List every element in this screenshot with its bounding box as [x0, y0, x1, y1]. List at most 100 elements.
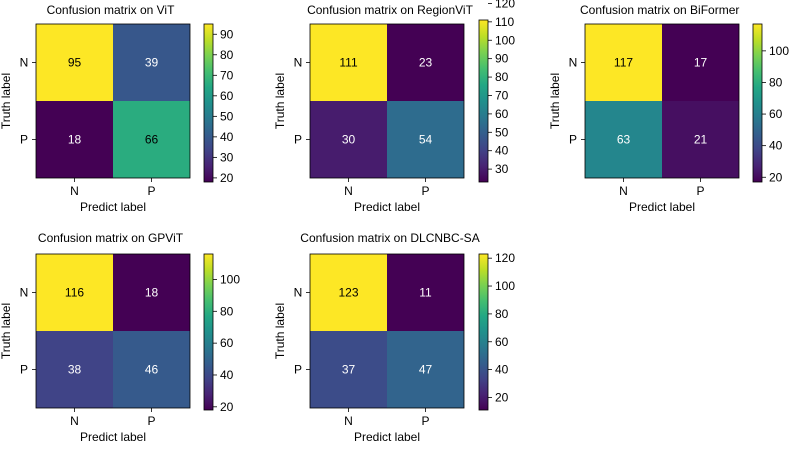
matrix-cell [113, 24, 190, 101]
y-axis-label: Truth label [548, 73, 562, 129]
matrix-cell [662, 24, 739, 101]
colorbar-tick-label: 80 [220, 304, 234, 318]
colorbar-tick-label: 30 [495, 162, 509, 176]
colorbar-tick-label: 120 [495, 0, 515, 10]
colorbar [203, 23, 214, 183]
chart-title: Confusion matrix on BiFormer [580, 3, 740, 17]
colorbar-tick-label: 100 [220, 272, 240, 286]
matrix-cell [585, 24, 662, 101]
cell-value-label: 54 [419, 133, 433, 147]
matrix-cell [585, 101, 662, 178]
cell-value-label: 46 [145, 363, 159, 377]
y-axis-label: Truth label [273, 73, 287, 129]
y-tick-label: N [20, 286, 29, 300]
cell-value-label: 116 [65, 286, 84, 300]
x-tick-label: N [70, 414, 79, 428]
matrix-cell [387, 24, 464, 101]
cell-value-label: 18 [145, 286, 159, 300]
colorbar-tick-label: 70 [220, 68, 234, 82]
matrix-cell [662, 101, 739, 178]
chart-title: Confusion matrix on ViT [46, 3, 175, 17]
y-tick-label: N [294, 56, 303, 70]
cell-value-label: 47 [419, 363, 433, 377]
x-tick-label: N [344, 184, 353, 198]
colorbar-tick-label: 60 [220, 336, 234, 350]
x-axis-label: Predict label [629, 200, 695, 214]
colorbar-tick-label: 60 [495, 335, 509, 349]
colorbar-tick-label: 90 [220, 27, 234, 41]
colorbar-tick-label: 40 [220, 130, 234, 144]
y-tick-label: P [20, 133, 28, 147]
cell-value-label: 21 [694, 133, 708, 147]
matrix-cell [36, 24, 113, 101]
matrix-cell [36, 331, 113, 408]
x-tick-label: N [70, 184, 79, 198]
cell-value-label: 11 [419, 286, 432, 300]
x-axis-label: Predict label [354, 430, 420, 444]
x-tick-label: N [619, 184, 628, 198]
x-tick-label: N [344, 414, 353, 428]
colorbar-tick-label: 90 [495, 52, 509, 66]
x-axis-label: Predict label [80, 200, 146, 214]
y-tick-label: P [20, 363, 28, 377]
cell-value-label: 18 [68, 133, 82, 147]
colorbar [752, 23, 763, 183]
colorbar-tick-label: 50 [220, 109, 234, 123]
colorbar [478, 19, 489, 183]
colorbar-tick-label: 80 [495, 70, 509, 84]
matrix-cell [36, 254, 113, 331]
colorbar-tick-label: 100 [495, 33, 515, 47]
colorbar-tick-label: 20 [220, 400, 234, 414]
y-axis-label: Truth label [0, 303, 13, 359]
matrix-cell [113, 254, 190, 331]
colorbar-tick-label: 80 [495, 307, 509, 321]
cell-value-label: 95 [68, 56, 82, 70]
matrix-cell [387, 101, 464, 178]
colorbar-tick-label: 80 [220, 48, 234, 62]
x-tick-label: P [421, 184, 429, 198]
colorbar-tick-label: 20 [769, 170, 783, 184]
cell-value-label: 66 [145, 133, 159, 147]
y-tick-label: P [569, 133, 577, 147]
matrix-cell [310, 101, 387, 178]
matrix-cell [387, 254, 464, 331]
cell-value-label: 17 [694, 56, 708, 70]
matrix-frame [584, 23, 740, 179]
y-tick-label: P [294, 133, 302, 147]
cell-value-label: 39 [145, 56, 159, 70]
chart-title: Confusion matrix on DLCNBC-SA [300, 231, 480, 245]
matrix-cell [36, 101, 113, 178]
colorbar-tick-label: 80 [769, 75, 783, 89]
colorbar [203, 253, 214, 411]
matrix-frame [35, 253, 191, 409]
matrix-cell [113, 331, 190, 408]
matrix-cell [310, 254, 387, 331]
matrix-frame [35, 23, 191, 179]
cell-value-label: 117 [614, 56, 633, 70]
cell-value-label: 37 [342, 363, 356, 377]
matrix-frame [309, 23, 465, 179]
cell-value-label: 23 [419, 56, 433, 70]
colorbar-tick-label: 40 [769, 139, 783, 153]
y-tick-label: N [294, 286, 303, 300]
y-tick-label: N [20, 56, 29, 70]
y-axis-label: Truth label [0, 73, 13, 129]
x-tick-label: P [696, 184, 704, 198]
colorbar-tick-label: 120 [495, 251, 515, 265]
x-tick-label: P [421, 414, 429, 428]
cell-value-label: 30 [342, 133, 356, 147]
colorbar-tick-label: 60 [495, 107, 509, 121]
matrix-cell [113, 101, 190, 178]
colorbar-tick-label: 50 [495, 125, 509, 139]
colorbar-tick-label: 60 [769, 107, 783, 121]
matrix-cell [387, 331, 464, 408]
colorbar-tick-label: 60 [220, 89, 234, 103]
colorbar-tick-label: 100 [495, 279, 515, 293]
